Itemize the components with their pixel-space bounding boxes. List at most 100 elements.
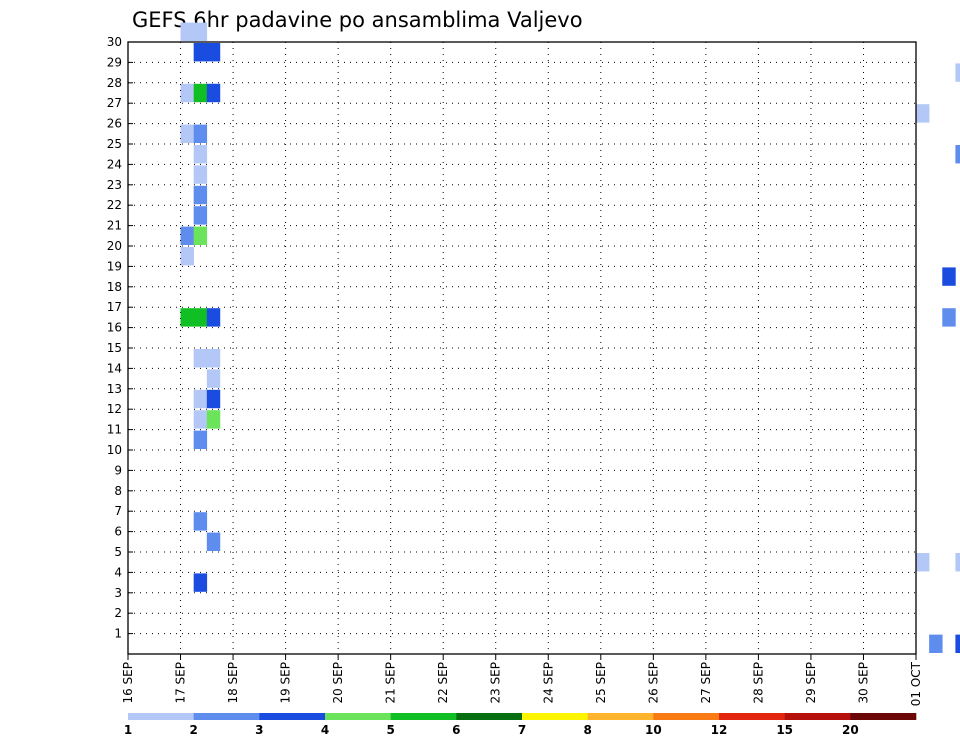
heatmap-cell: [206, 369, 221, 388]
y-tick-label: 28: [107, 76, 122, 90]
heatmap-cell: [193, 573, 208, 592]
y-tick-label: 15: [107, 341, 122, 355]
heatmap-cell: [193, 512, 208, 531]
heatmap-cell: [206, 389, 221, 409]
y-tick-label: 4: [114, 565, 122, 579]
x-tick-label: 25 SEP: [594, 662, 608, 704]
y-tick-label: 2: [114, 606, 122, 620]
colorbar-swatch: [128, 713, 194, 720]
colorbar-label: 20: [842, 723, 859, 737]
colorbar-label: 7: [518, 723, 526, 737]
heatmap-cell: [180, 247, 194, 266]
colorbar-swatch: [784, 713, 851, 720]
y-tick-label: 27: [107, 96, 122, 110]
heatmap-cell: [180, 83, 194, 103]
y-tick-label: 10: [107, 443, 122, 457]
heatmap-cell: [955, 63, 960, 82]
heatmap-cell: [193, 389, 208, 409]
y-tick-label: 11: [107, 423, 122, 437]
colorbar-swatch: [850, 713, 917, 720]
colorbar-swatch: [456, 713, 523, 720]
heatmap-cell: [942, 267, 956, 286]
heatmap-cell: [206, 43, 221, 62]
colorbar-label: 6: [452, 723, 460, 737]
heatmap-cell: [193, 83, 208, 103]
x-tick-label: 26 SEP: [646, 662, 660, 704]
y-tick-label: 22: [107, 198, 122, 212]
x-tick-label: 24 SEP: [541, 662, 555, 704]
heatmap-cell: [206, 83, 221, 103]
y-tick-label: 13: [107, 382, 122, 396]
y-tick-label: 21: [107, 219, 122, 233]
heatmap-cell: [193, 43, 208, 62]
heatmap-cell: [180, 226, 194, 245]
y-tick-label: 6: [114, 525, 122, 539]
x-tick-label: 30 SEP: [856, 662, 870, 704]
colorbar-swatch: [653, 713, 720, 720]
colorbar-swatch: [522, 713, 588, 720]
y-tick-label: 1: [114, 627, 122, 641]
colorbar-swatch: [719, 713, 785, 720]
x-tick-label: 21 SEP: [384, 662, 398, 704]
y-tick-label: 5: [114, 545, 122, 559]
heatmap-cells: [180, 22, 960, 653]
x-tick-label: 17 SEP: [174, 662, 188, 704]
x-tick-label: 22 SEP: [436, 662, 450, 704]
y-axis: 1234567891011121314151617181920212223242…: [107, 35, 133, 641]
colorbar-label: 12: [711, 723, 728, 737]
heatmap-cell: [193, 185, 208, 205]
x-tick-label: 20 SEP: [331, 662, 345, 704]
heatmap-cell: [193, 124, 208, 143]
colorbar-label: 2: [189, 723, 197, 737]
heatmap-cell: [193, 410, 208, 429]
x-tick-label: 27 SEP: [699, 662, 713, 704]
y-tick-label: 16: [107, 321, 122, 335]
heatmap-cell: [206, 308, 221, 327]
heatmap-cell: [206, 349, 221, 368]
y-tick-label: 29: [107, 55, 122, 69]
colorbar-label: 8: [583, 723, 591, 737]
plot-frame: [127, 41, 917, 655]
y-tick-label: 17: [107, 300, 122, 314]
y-tick-label: 8: [114, 484, 122, 498]
colorbar-label: 1: [124, 723, 132, 737]
y-tick-label: 12: [107, 402, 122, 416]
y-tick-label: 3: [114, 586, 122, 600]
colorbar-label: 15: [776, 723, 793, 737]
heatmap-cell: [193, 165, 208, 184]
y-tick-label: 18: [107, 280, 122, 294]
heatmap-cell: [180, 308, 194, 327]
x-tick-label: 18 SEP: [226, 662, 240, 704]
heatmap-cell: [929, 634, 943, 653]
y-tick-label: 20: [107, 239, 122, 253]
colorbar-label: 3: [255, 723, 263, 737]
heatmap-cell: [942, 308, 956, 327]
colorbar-swatch: [390, 713, 457, 720]
x-tick-label: 28 SEP: [751, 662, 765, 704]
heatmap-cell: [206, 532, 221, 551]
colorbar-label: 10: [645, 723, 662, 737]
y-tick-label: 14: [107, 361, 122, 375]
gridlines: [128, 42, 916, 654]
heatmap-cell: [193, 308, 208, 327]
heatmap-cell: [193, 22, 208, 41]
heatmap-cell: [193, 430, 208, 449]
heatmap-cell: [180, 22, 194, 41]
x-tick-label: 16 SEP: [121, 662, 135, 704]
x-axis: 16 SEP 17 SEP 18 SEP 19 SEP 20 SEP 21 SEP 22 S…: [121, 654, 923, 706]
y-tick-label: 30: [107, 35, 122, 49]
colorbar-legend: 1 2 3 4 5 6 7 8 10 12 15 20: [124, 713, 917, 737]
y-tick-label: 9: [114, 463, 122, 477]
colorbar-label: 4: [321, 723, 329, 737]
heatmap-cell: [955, 553, 960, 572]
heatmap-cell: [193, 145, 208, 164]
heatmap-cell: [180, 124, 194, 143]
x-tick-label: 23 SEP: [489, 662, 503, 704]
y-tick-label: 23: [107, 178, 122, 192]
x-tick-label: 01 OCT: [909, 661, 923, 706]
heatmap-cell: [955, 145, 960, 164]
y-tick-label: 25: [107, 137, 122, 151]
heatmap-cell: [193, 206, 208, 225]
heatmap-cell: [916, 553, 930, 572]
